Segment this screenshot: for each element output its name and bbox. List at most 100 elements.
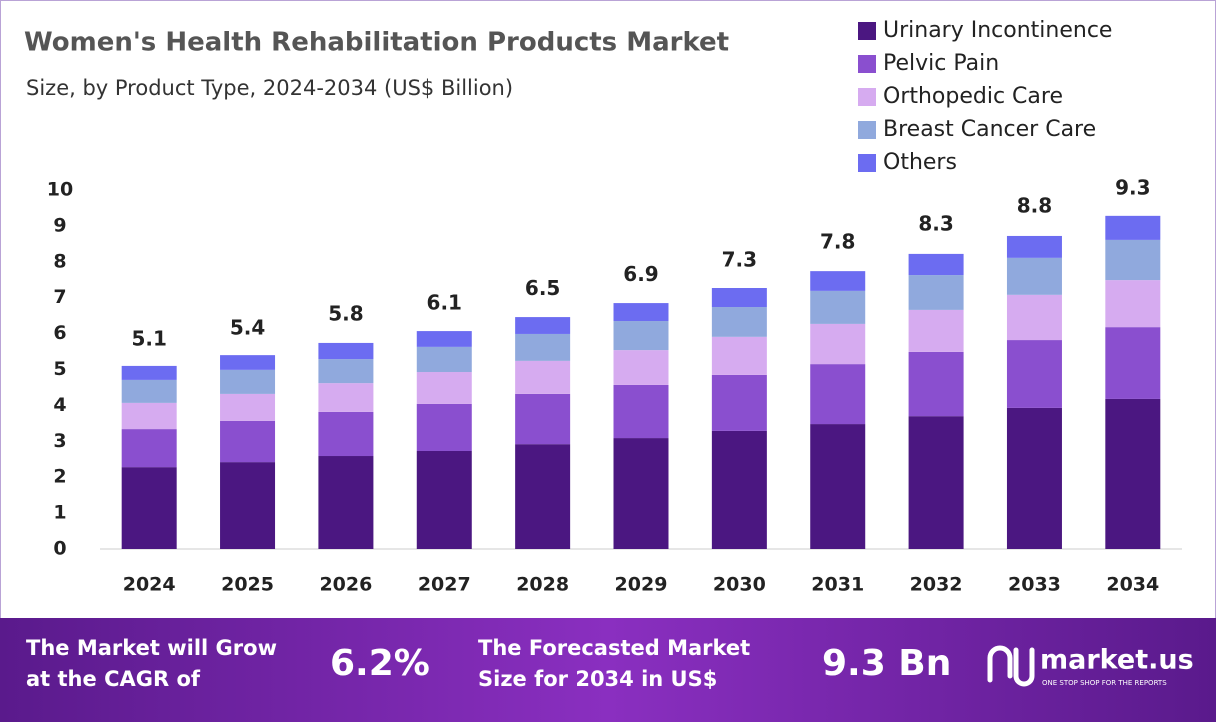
y-tick-label: 3 bbox=[53, 430, 66, 452]
total-label: 5.8 bbox=[328, 301, 363, 325]
bar-segment bbox=[416, 372, 472, 404]
bar-segment bbox=[318, 456, 374, 549]
bar-segment bbox=[416, 403, 472, 451]
total-label: 9.3 bbox=[1115, 176, 1150, 200]
bar-segment bbox=[1105, 327, 1161, 399]
bar-segment bbox=[220, 355, 276, 370]
bar-segment bbox=[515, 444, 571, 549]
legend-label: Urinary Incontinence bbox=[883, 18, 1112, 43]
y-tick-label: 5 bbox=[53, 358, 66, 380]
bar-segment bbox=[1105, 239, 1161, 281]
bar-segment bbox=[1006, 407, 1062, 549]
bar-segment bbox=[810, 271, 866, 291]
bar-segment bbox=[1105, 215, 1161, 240]
forecast-label: The Forecasted Market bbox=[478, 636, 750, 660]
footer bbox=[0, 618, 1216, 722]
brand-logo bbox=[987, 645, 1035, 687]
bar-segment bbox=[416, 346, 472, 373]
legend-label: Pelvic Pain bbox=[883, 51, 999, 76]
bar-segment bbox=[810, 424, 866, 549]
total-label: 6.9 bbox=[623, 262, 658, 286]
bar-segment bbox=[220, 393, 276, 421]
bar-segment bbox=[121, 429, 177, 468]
legend-label: Others bbox=[883, 150, 957, 175]
bar-segment bbox=[121, 402, 177, 430]
total-label: 7.8 bbox=[820, 229, 855, 253]
bar-segment bbox=[121, 379, 177, 403]
bar-segment bbox=[711, 336, 767, 375]
bar-segment bbox=[1105, 398, 1161, 549]
bar-segment bbox=[1105, 280, 1161, 328]
legend-swatch bbox=[858, 55, 876, 73]
x-tick-label: 2030 bbox=[713, 574, 766, 596]
bar-segment bbox=[220, 462, 276, 549]
y-tick-label: 4 bbox=[53, 394, 66, 416]
y-tick-label: 0 bbox=[53, 538, 66, 560]
bar-segment bbox=[613, 321, 669, 351]
legend-label: Orthopedic Care bbox=[883, 84, 1063, 109]
bar-segment bbox=[908, 351, 964, 417]
x-tick-label: 2024 bbox=[123, 574, 176, 596]
bar-segment bbox=[1006, 235, 1062, 258]
y-tick-label: 1 bbox=[53, 502, 66, 524]
legend-swatch bbox=[858, 22, 876, 40]
bar-segment bbox=[318, 383, 374, 412]
x-tick-label: 2031 bbox=[811, 574, 864, 596]
y-tick-label: 2 bbox=[53, 466, 66, 488]
y-tick-label: 7 bbox=[53, 286, 66, 308]
bar-segment bbox=[220, 369, 276, 394]
forecast-label: Size for 2034 in US$ bbox=[478, 667, 717, 691]
chart-title: Women's Health Rehabilitation Products M… bbox=[24, 28, 729, 58]
legend-swatch bbox=[858, 88, 876, 106]
bar-segment bbox=[220, 420, 276, 463]
bar-segment bbox=[1006, 257, 1062, 295]
total-label: 7.3 bbox=[722, 247, 757, 271]
bar-segment bbox=[810, 323, 866, 365]
y-tick-label: 10 bbox=[47, 179, 73, 201]
total-label: 6.1 bbox=[427, 291, 462, 315]
bar-segment bbox=[711, 374, 767, 431]
bar-segment bbox=[318, 411, 374, 457]
bar-segment bbox=[908, 275, 964, 310]
total-label: 5.4 bbox=[230, 316, 265, 340]
bar-segment bbox=[515, 333, 571, 361]
total-label: 5.1 bbox=[131, 326, 166, 350]
legend-label: Breast Cancer Care bbox=[883, 117, 1096, 142]
bar-segment bbox=[1006, 294, 1062, 341]
x-tick-label: 2026 bbox=[319, 574, 372, 596]
total-label: 8.8 bbox=[1017, 194, 1052, 218]
bar-segment bbox=[613, 438, 669, 549]
bar-segment bbox=[613, 384, 669, 439]
x-tick-label: 2033 bbox=[1008, 574, 1061, 596]
x-tick-label: 2027 bbox=[418, 574, 471, 596]
x-tick-label: 2028 bbox=[516, 574, 569, 596]
cagr-label: at the CAGR of bbox=[26, 667, 201, 691]
x-tick-label: 2029 bbox=[615, 574, 668, 596]
bar-segment bbox=[416, 450, 472, 549]
bar-segment bbox=[810, 364, 866, 425]
bar-segment bbox=[908, 309, 964, 352]
bar-segment bbox=[908, 416, 964, 549]
bar-segment bbox=[515, 317, 571, 334]
tagline: ONE STOP SHOP FOR THE REPORTS bbox=[1042, 679, 1167, 687]
cagr-value: 6.2% bbox=[330, 643, 430, 684]
total-label: 6.5 bbox=[525, 276, 560, 300]
y-tick-label: 6 bbox=[53, 322, 66, 344]
bar-segment bbox=[711, 307, 767, 337]
chart-subtitle: Size, by Product Type, 2024-2034 (US$ Bi… bbox=[26, 76, 513, 100]
legend-swatch bbox=[858, 121, 876, 139]
bar-segment bbox=[613, 303, 669, 322]
bar-segment bbox=[613, 350, 669, 385]
x-tick-label: 2025 bbox=[221, 574, 274, 596]
total-label: 8.3 bbox=[918, 212, 953, 236]
bar-segment bbox=[711, 288, 767, 308]
legend-swatch bbox=[858, 154, 876, 172]
y-tick-label: 8 bbox=[53, 250, 66, 272]
bar-segment bbox=[318, 342, 374, 360]
forecast-value: 9.3 Bn bbox=[822, 643, 951, 684]
cagr-label: The Market will Grow bbox=[26, 636, 277, 660]
bar-segment bbox=[318, 359, 374, 384]
bar-segment bbox=[1006, 340, 1062, 408]
bar-segment bbox=[711, 430, 767, 549]
y-tick-label: 9 bbox=[53, 214, 66, 236]
